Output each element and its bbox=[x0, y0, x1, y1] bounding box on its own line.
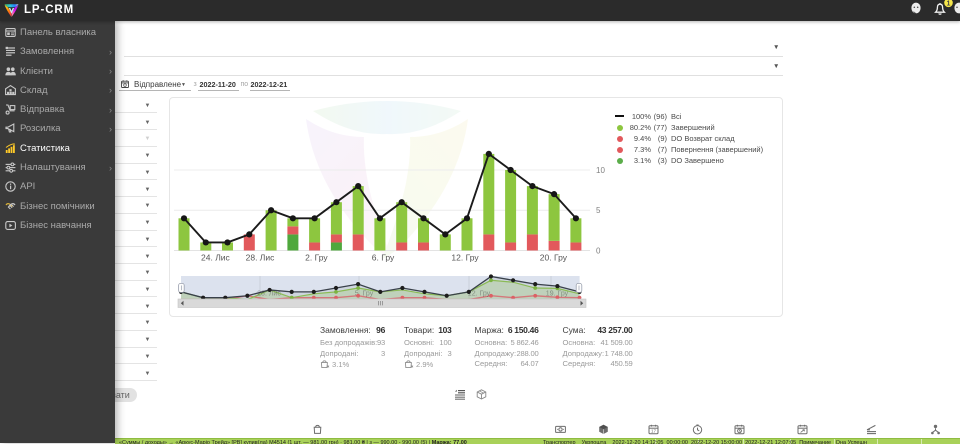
svg-text:19. Гру: 19. Гру bbox=[546, 291, 569, 298]
svg-text:6. Гру: 6. Гру bbox=[372, 253, 395, 263]
svg-text:24. Лис: 24. Лис bbox=[201, 253, 231, 263]
svg-text:1: 1 bbox=[947, 0, 951, 7]
svg-text:0: 0 bbox=[596, 246, 601, 255]
svg-text:2. Гру: 2. Гру bbox=[305, 253, 328, 263]
svg-text:17: 17 bbox=[651, 429, 657, 434]
svg-text:5: 5 bbox=[596, 206, 601, 215]
svg-text:5. Гру: 5. Гру bbox=[355, 291, 374, 298]
svg-text:12. Гру: 12. Гру bbox=[468, 291, 491, 298]
svg-text:28. Лис: 28. Лис bbox=[246, 253, 276, 263]
svg-text:20. Гру: 20. Гру bbox=[540, 253, 568, 263]
svg-text:12. Гру: 12. Гру bbox=[451, 253, 479, 263]
svg-text:10: 10 bbox=[596, 166, 605, 175]
svg-text:28. Лис: 28. Лис bbox=[257, 291, 281, 298]
